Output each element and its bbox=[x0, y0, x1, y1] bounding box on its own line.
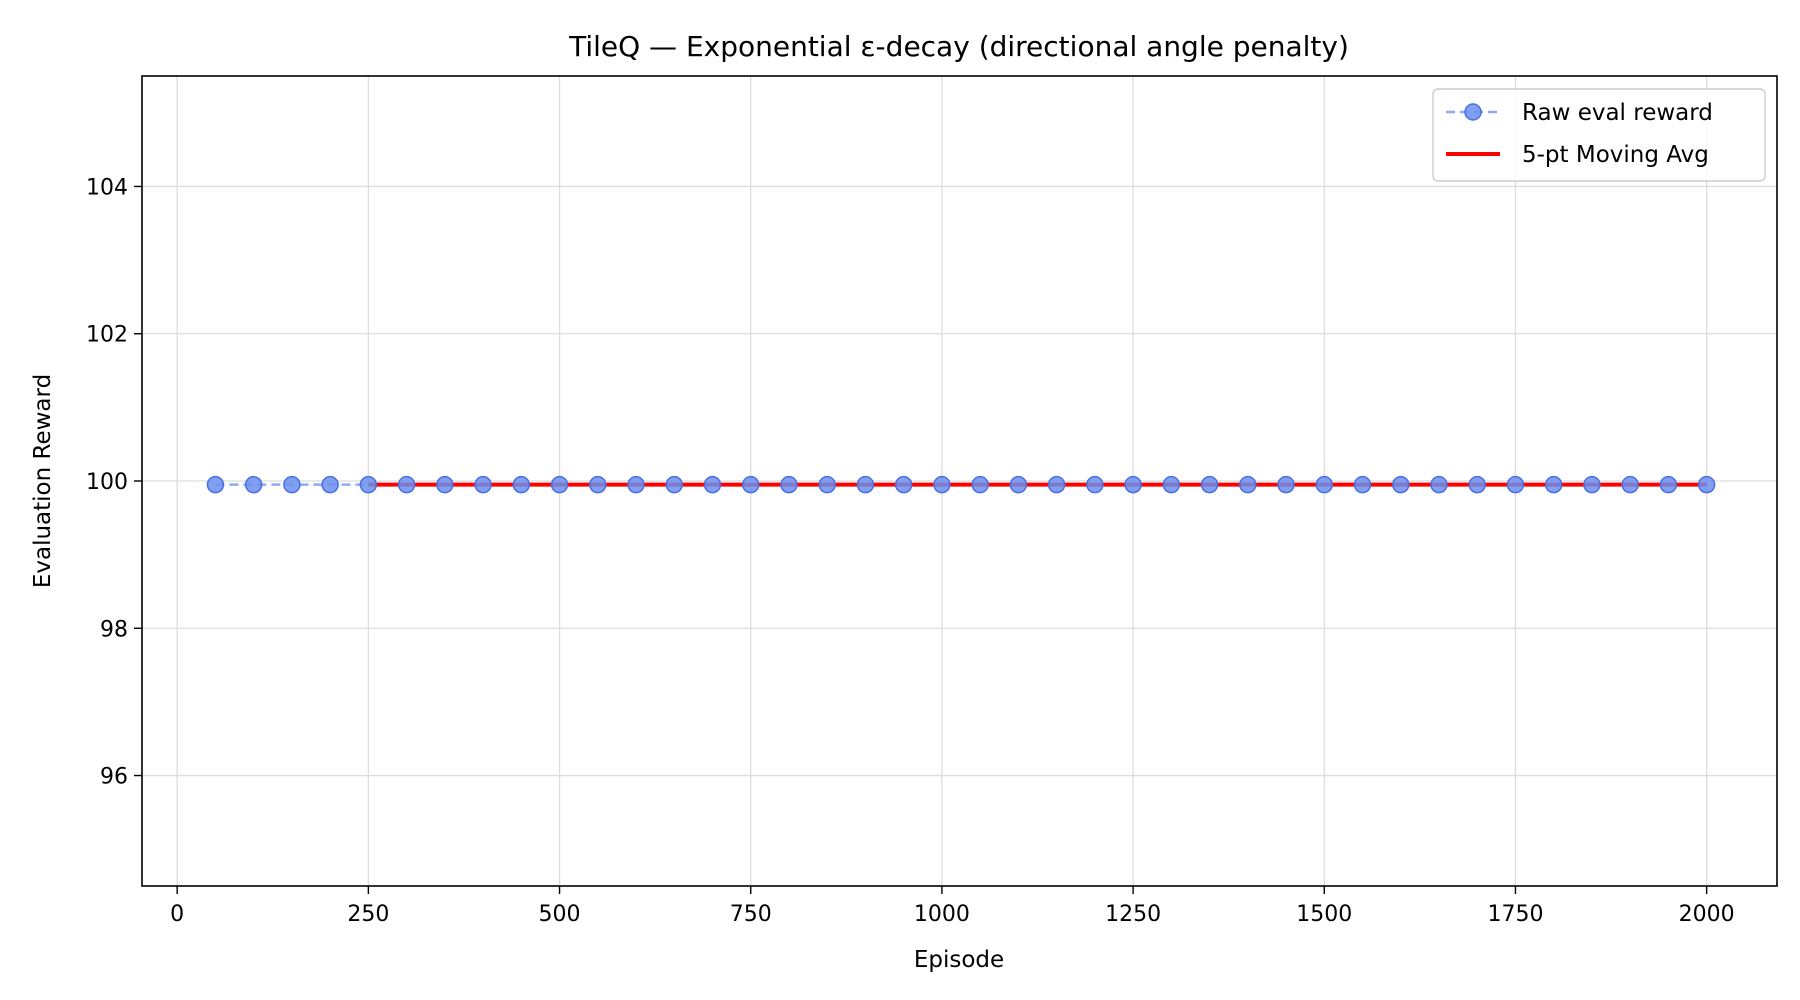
raw-eval-point bbox=[856, 475, 875, 494]
raw-eval-point bbox=[589, 475, 607, 494]
raw-eval-point bbox=[1468, 475, 1486, 494]
raw-eval-point bbox=[283, 475, 301, 494]
series-layer bbox=[206, 475, 1716, 494]
raw-eval-point bbox=[1430, 475, 1448, 494]
raw-eval-point bbox=[703, 475, 722, 494]
raw-eval-point bbox=[397, 475, 416, 494]
raw-eval-point bbox=[1200, 475, 1219, 494]
x-tick-label: 250 bbox=[347, 902, 389, 927]
x-tick-label: 1250 bbox=[1105, 902, 1161, 927]
raw-eval-point bbox=[1009, 475, 1028, 494]
legend-avg-label: 5-pt Moving Avg bbox=[1522, 142, 1709, 168]
x-tick-label: 500 bbox=[539, 902, 581, 927]
x-tick-label: 0 bbox=[170, 902, 184, 927]
x-axis: 0 250 500 750 1000 1250 1500 1750 2000 bbox=[170, 886, 1735, 927]
x-tick-label: 1500 bbox=[1296, 902, 1352, 927]
legend: Raw eval reward 5-pt Moving Avg bbox=[1432, 88, 1766, 182]
raw-eval-point bbox=[780, 475, 798, 494]
raw-eval-point bbox=[512, 475, 531, 494]
grid bbox=[142, 76, 1777, 886]
raw-eval-point bbox=[1086, 475, 1104, 494]
raw-eval-point bbox=[665, 475, 684, 494]
y-tick-label: 98 bbox=[100, 617, 128, 642]
raw-eval-point bbox=[1697, 475, 1716, 494]
raw-eval-point bbox=[321, 475, 339, 494]
raw-eval-point bbox=[550, 475, 569, 494]
raw-eval-point bbox=[1659, 475, 1678, 494]
raw-eval-point bbox=[1506, 475, 1525, 494]
raw-eval-point bbox=[1047, 475, 1066, 494]
raw-eval-point bbox=[741, 475, 760, 494]
x-tick-label: 2000 bbox=[1679, 902, 1735, 927]
raw-eval-point bbox=[971, 475, 989, 494]
y-tick-label: 102 bbox=[86, 323, 128, 348]
raw-eval-point bbox=[1124, 475, 1142, 494]
raw-eval-point bbox=[1277, 475, 1295, 494]
x-tick-label: 1000 bbox=[914, 902, 970, 927]
raw-eval-point bbox=[1315, 475, 1334, 494]
legend-raw-label: Raw eval reward bbox=[1522, 100, 1713, 126]
y-tick-label: 96 bbox=[100, 765, 128, 790]
raw-eval-point bbox=[1239, 475, 1257, 494]
raw-eval-point bbox=[1392, 475, 1410, 494]
raw-eval-point bbox=[244, 475, 263, 494]
raw-eval-point bbox=[933, 475, 951, 494]
raw-eval-point bbox=[1353, 475, 1372, 494]
x-axis-title: Episode bbox=[914, 947, 1004, 973]
y-tick-label: 100 bbox=[86, 470, 128, 495]
raw-eval-point bbox=[474, 475, 492, 494]
raw-eval-point bbox=[627, 475, 645, 494]
legend-box bbox=[1432, 88, 1766, 182]
raw-eval-point bbox=[818, 475, 836, 494]
raw-eval-point bbox=[1621, 475, 1639, 494]
raw-eval-point bbox=[1583, 475, 1601, 494]
y-axis-title: Evaluation Reward bbox=[30, 374, 56, 588]
raw-eval-point bbox=[206, 475, 225, 494]
raw-eval-point bbox=[359, 475, 378, 494]
chart-title: TileQ — Exponential ε-decay (directional… bbox=[568, 30, 1349, 63]
raw-eval-point bbox=[1162, 475, 1181, 494]
y-tick-label: 104 bbox=[86, 175, 128, 200]
x-tick-label: 1750 bbox=[1487, 902, 1543, 927]
y-axis: 96 98 100 102 104 bbox=[86, 175, 142, 790]
raw-eval-point bbox=[436, 475, 454, 494]
x-tick-label: 750 bbox=[730, 902, 772, 927]
legend-raw-marker bbox=[1464, 103, 1482, 121]
raw-eval-point bbox=[894, 475, 913, 494]
raw-eval-point bbox=[1544, 475, 1563, 494]
